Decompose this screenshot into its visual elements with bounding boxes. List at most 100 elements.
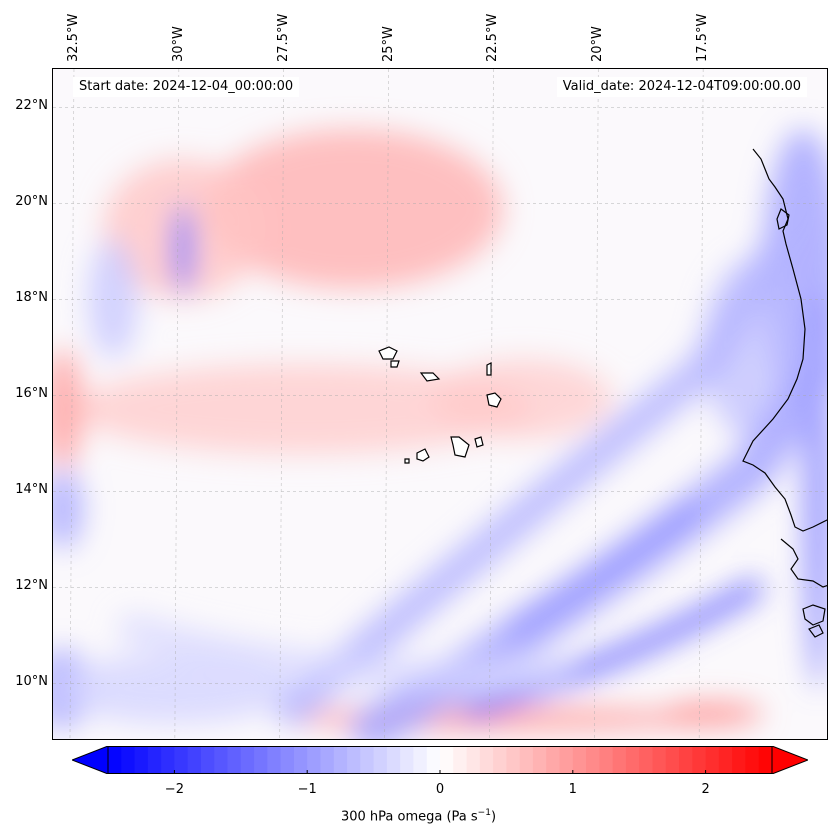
colorbar-bin-19 [360, 746, 375, 774]
lon-tick-label-1: 30°W [170, 26, 186, 62]
cape-verde-island-2 [419, 372, 441, 382]
field-patch-2 [73, 364, 533, 454]
cape-verde-island-0 [378, 346, 398, 360]
colorbar-min-extend [72, 746, 109, 774]
field-patch-3 [433, 359, 613, 439]
colorbar-bin-24 [426, 746, 441, 774]
cape-verde-island-5 [450, 436, 470, 458]
colorbar-bin-1 [121, 746, 136, 774]
field-patch-4 [53, 349, 83, 469]
field-patch-10 [53, 469, 83, 549]
cape-verde-island-6 [474, 436, 484, 448]
colorbar-bin-22 [400, 746, 415, 774]
cape-verde-island-8 [404, 458, 410, 464]
colorbar-bin-6 [187, 746, 202, 774]
valid-date-label: Valid_date: 2024-12-04T09:00:00.00 [556, 77, 807, 97]
colorbar-bin-2 [134, 746, 149, 774]
gridlines [53, 69, 827, 739]
colorbar-bin-9 [227, 746, 242, 774]
colorbar-bin-33 [546, 746, 561, 774]
colorbar-bin-37 [599, 746, 614, 774]
colorbar-tick-label-4: 2 [701, 782, 710, 797]
lat-tick-label-2: 18°N [15, 290, 48, 306]
field-band-2 [463, 579, 763, 719]
colorbar-bin-20 [373, 746, 388, 774]
colorbar-bin-21 [386, 746, 401, 774]
african-coastline [742, 148, 827, 532]
colorbar [72, 746, 808, 774]
field-patch-0 [203, 129, 503, 289]
colorbar-bin-41 [652, 746, 667, 774]
lon-tick-label-6: 17.5°W [695, 13, 711, 62]
colorbar-graphic [72, 746, 808, 774]
colorbar-tick-label-3: 1 [568, 782, 577, 797]
lat-tick-label-0: 22°N [15, 98, 48, 114]
colorbar-bin-38 [612, 746, 627, 774]
colorbar-bin-45 [705, 746, 720, 774]
lon-gridline-3 [384, 69, 389, 739]
colorbar-bin-0 [108, 746, 122, 774]
colorbar-bin-48 [745, 746, 760, 774]
colorbar-bin-26 [453, 746, 468, 774]
colorbar-bin-43 [679, 746, 693, 774]
colorbar-bin-42 [665, 746, 680, 774]
lon-gridline-6 [698, 69, 704, 739]
lon-tick-label-3: 25°W [380, 26, 396, 62]
coastal-island-a [802, 604, 826, 626]
lon-gridline-5 [594, 69, 599, 739]
coastlines [378, 148, 827, 638]
colorbar-bin-36 [586, 746, 600, 774]
colorbar-tick-label-2: 0 [435, 782, 445, 797]
colorbar-bin-7 [200, 746, 215, 774]
colorbar-bin-8 [214, 746, 229, 774]
colorbar-bin-18 [347, 746, 361, 774]
colorbar-bin-15 [307, 746, 322, 774]
field-patch-5 [283, 707, 723, 731]
lat-tick-label-5: 12°N [15, 578, 48, 594]
lon-tick-label-4: 22.5°W [485, 13, 501, 62]
field-band-4 [118, 614, 568, 689]
colorbar-max-extend [771, 746, 808, 774]
lat-tick-label-4: 14°N [15, 482, 48, 498]
map-panel: Start date: 2024-12-04_00:00:00 Valid_da… [52, 68, 828, 740]
colorbar-bin-47 [732, 746, 747, 774]
coastal-island-b [808, 624, 824, 638]
field-patch-8 [88, 239, 138, 359]
colorbar-bin-39 [625, 746, 640, 774]
lon-gridline-1 [174, 69, 180, 739]
colorbar-bin-13 [280, 746, 295, 774]
colorbar-tick-label-1: −1 [297, 782, 317, 797]
colorbar-bin-35 [572, 746, 587, 774]
cape-verde-island-7 [416, 448, 430, 462]
lat-tick-label-6: 10°N [15, 674, 48, 690]
colorbar-bin-16 [320, 746, 335, 774]
colorbar-bin-14 [293, 746, 308, 774]
colorbar-tick-label-0: −2 [164, 782, 184, 797]
guinea-coastline [780, 538, 827, 588]
colorbar-bin-30 [506, 746, 521, 774]
field-patch-14 [53, 654, 293, 724]
field-patch-7 [173, 204, 193, 294]
field-band-1 [351, 347, 827, 739]
lat-tick-label-3: 16°N [15, 386, 48, 402]
colorbar-bin-3 [147, 746, 162, 774]
lat-tick-label-1: 20°N [15, 194, 48, 210]
colorbar-bin-34 [559, 746, 574, 774]
field-shading [53, 129, 827, 739]
omega-field-map [53, 69, 827, 739]
field-patch-6 [663, 702, 763, 726]
colorbar-bin-10 [240, 746, 255, 774]
cape-verde-island-4 [486, 392, 502, 408]
colorbar-bin-4 [161, 746, 175, 774]
colorbar-bin-32 [532, 746, 547, 774]
cape-verde-island-3 [486, 362, 492, 376]
coastal-island-c [776, 208, 790, 230]
colorbar-bin-28 [479, 746, 494, 774]
colorbar-bin-29 [493, 746, 507, 774]
colorbar-bin-12 [267, 746, 282, 774]
colorbar-bin-27 [466, 746, 481, 774]
cape-verde-island-1 [390, 360, 400, 368]
colorbar-bin-31 [519, 746, 534, 774]
colorbar-bin-11 [254, 746, 268, 774]
lon-tick-label-2: 27.5°W [275, 13, 291, 62]
